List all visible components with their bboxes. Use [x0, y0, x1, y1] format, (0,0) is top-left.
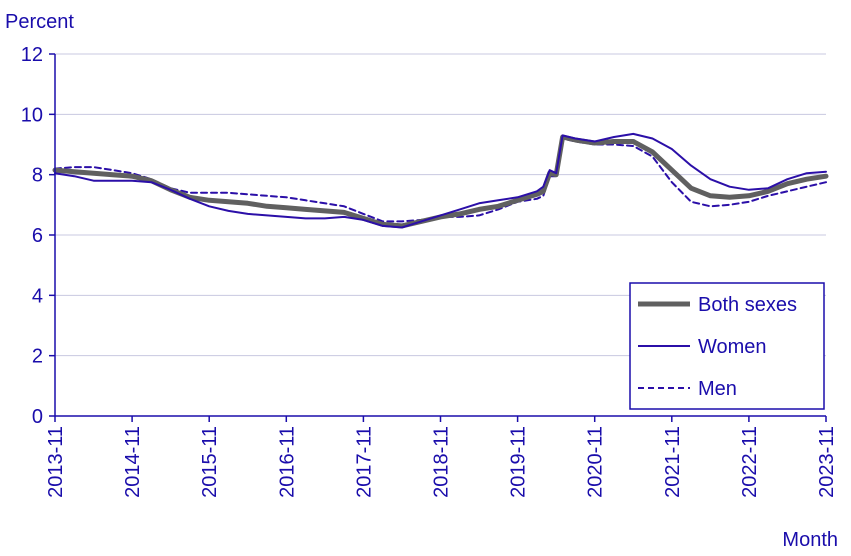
legend: Both sexes Women Men — [629, 282, 825, 410]
x-axis-ticks: 2013-11 2014-11 2015-11 2016-11 2017-11 2018-… — [45, 416, 838, 498]
x-tick-label: 2016-11 — [276, 426, 298, 498]
y-axis-ticks: 0 2 4 6 8 10 12 — [21, 44, 55, 428]
legend-label: Both sexes — [698, 294, 797, 316]
x-tick-label: 2013-11 — [45, 426, 67, 498]
x-tick-label: 2023-11 — [816, 426, 838, 498]
series-line-women — [54, 132, 827, 229]
y-tick-label: 12 — [21, 44, 43, 66]
legend-label: Women — [698, 336, 767, 358]
legend-label: Men — [698, 378, 737, 400]
y-tick-label: 6 — [32, 225, 43, 247]
y-tick-label: 4 — [32, 285, 43, 307]
x-tick-label: 2021-11 — [662, 426, 684, 498]
y-tick-label: 10 — [21, 104, 43, 126]
y-tick-label: 0 — [32, 406, 43, 428]
x-tick-label: 2018-11 — [431, 426, 453, 498]
series-line-both-sexes — [52, 134, 829, 229]
series-line-men — [54, 137, 827, 223]
x-axis-title: Month — [782, 529, 838, 551]
series-lines — [52, 132, 829, 229]
x-tick-label: 2019-11 — [508, 426, 530, 498]
y-tick-label: 8 — [32, 165, 43, 187]
x-tick-label: 2017-11 — [353, 426, 375, 498]
x-tick-label: 2015-11 — [199, 426, 221, 498]
y-axis-title: Percent — [5, 11, 74, 33]
x-tick-label: 2022-11 — [739, 426, 761, 498]
x-tick-label: 2020-11 — [585, 426, 607, 498]
y-tick-label: 2 — [32, 346, 43, 368]
x-tick-label: 2014-11 — [122, 426, 144, 498]
